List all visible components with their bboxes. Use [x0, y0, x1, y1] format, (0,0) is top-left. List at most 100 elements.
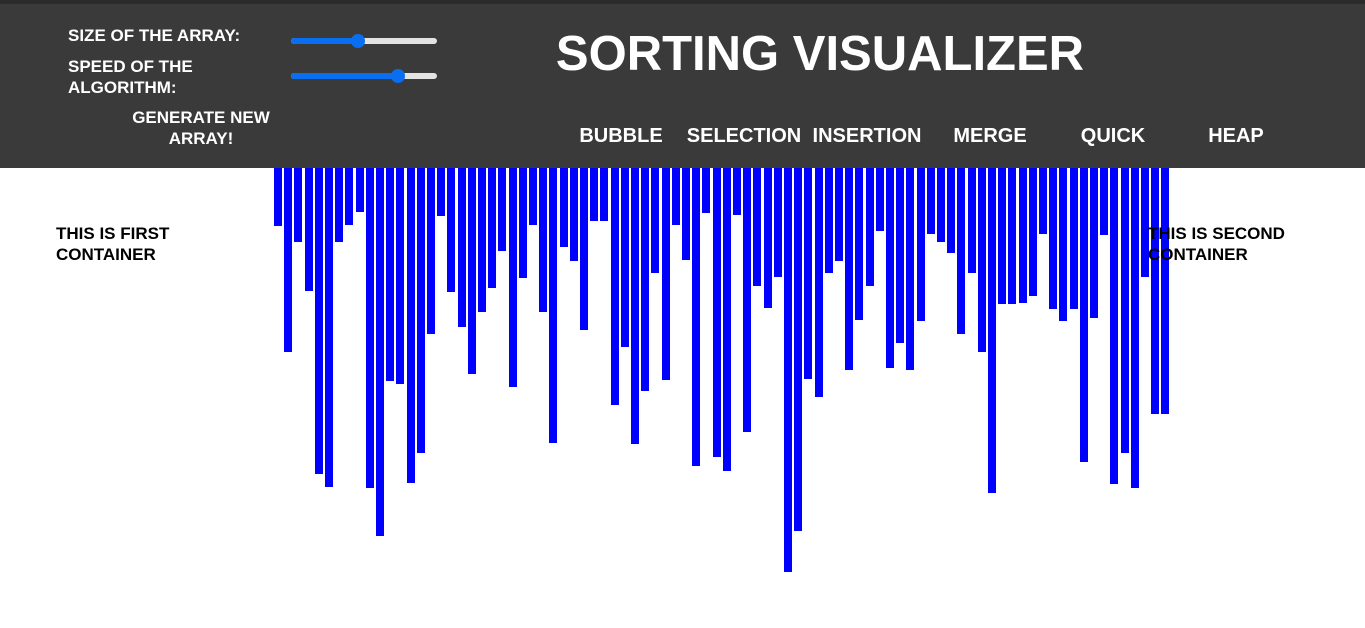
array-bar	[274, 168, 282, 226]
array-bar	[957, 168, 965, 334]
array-bar	[1100, 168, 1108, 235]
array-bar	[733, 168, 741, 215]
array-bar	[917, 168, 925, 321]
array-bar	[876, 168, 884, 231]
generate-line2: ARRAY!	[168, 129, 234, 148]
array-bar	[447, 168, 455, 292]
speed-label: SPEED OF THE ALGORITHM:	[68, 56, 193, 98]
array-bar	[335, 168, 343, 242]
array-bar	[386, 168, 394, 381]
array-bar	[1110, 168, 1118, 484]
size-slider-thumb[interactable]	[351, 34, 365, 48]
array-bar	[825, 168, 833, 273]
array-bar	[641, 168, 649, 391]
speed-label-line1: SPEED OF THE	[68, 57, 193, 76]
array-bar	[886, 168, 894, 368]
array-bar	[937, 168, 945, 242]
array-bar	[906, 168, 914, 370]
array-bar	[835, 168, 843, 261]
array-bar	[1039, 168, 1047, 234]
array-bar	[743, 168, 751, 432]
array-bar	[855, 168, 863, 320]
size-slider[interactable]	[291, 34, 437, 48]
array-bar	[407, 168, 415, 483]
speed-slider-fill	[291, 73, 398, 79]
array-bar	[539, 168, 547, 312]
heap-sort-button[interactable]: HEAP	[1176, 124, 1296, 148]
array-bar	[1070, 168, 1078, 309]
array-bar	[988, 168, 996, 493]
array-bar	[998, 168, 1006, 304]
array-bar	[713, 168, 721, 457]
array-bar	[631, 168, 639, 444]
array-bar	[753, 168, 761, 286]
array-bars	[274, 168, 1169, 572]
array-bar	[764, 168, 772, 308]
header-bar: SIZE OF THE ARRAY: SPEED OF THE ALGORITH…	[0, 4, 1365, 168]
array-bar	[519, 168, 527, 278]
second-container-line2: CONTAINER	[1148, 245, 1248, 264]
array-bar	[376, 168, 384, 536]
array-bar	[1059, 168, 1067, 321]
array-bar	[1029, 168, 1037, 296]
array-bar	[1008, 168, 1016, 304]
array-bar	[1080, 168, 1088, 462]
array-bar	[345, 168, 353, 225]
first-container-line1: THIS IS FIRST	[56, 224, 170, 243]
array-bar	[468, 168, 476, 374]
page-title: SORTING VISUALIZER	[555, 27, 1085, 81]
array-bar	[702, 168, 710, 213]
array-bar	[662, 168, 670, 380]
merge-sort-button[interactable]: MERGE	[930, 124, 1050, 148]
generate-line1: GENERATE NEW	[132, 108, 270, 127]
array-bar	[611, 168, 619, 405]
array-bar	[896, 168, 904, 343]
array-bar	[723, 168, 731, 471]
generate-array-button[interactable]: GENERATE NEW ARRAY!	[118, 107, 284, 149]
array-bar	[672, 168, 680, 225]
array-bar	[1019, 168, 1027, 303]
second-container-label: THIS IS SECOND CONTAINER	[1148, 223, 1285, 265]
array-bar	[284, 168, 292, 352]
array-bar	[325, 168, 333, 487]
array-bar	[1049, 168, 1057, 309]
array-bar	[600, 168, 608, 221]
first-container-line2: CONTAINER	[56, 245, 156, 264]
array-bar	[580, 168, 588, 330]
array-bar	[845, 168, 853, 370]
array-bar	[692, 168, 700, 466]
size-label: SIZE OF THE ARRAY:	[68, 26, 241, 45]
array-bar	[1141, 168, 1149, 277]
first-container-label: THIS IS FIRST CONTAINER	[56, 223, 169, 265]
speed-slider-thumb[interactable]	[391, 69, 405, 83]
array-bar	[804, 168, 812, 379]
array-bar	[509, 168, 517, 387]
quick-sort-button[interactable]: QUICK	[1053, 124, 1173, 148]
array-bar	[947, 168, 955, 253]
bubble-sort-button[interactable]: BUBBLE	[561, 124, 681, 148]
array-bar	[815, 168, 823, 397]
array-bar	[774, 168, 782, 277]
array-bar	[396, 168, 404, 384]
array-bar	[560, 168, 568, 247]
array-bar	[1121, 168, 1129, 453]
array-bar	[1090, 168, 1098, 318]
array-bar	[305, 168, 313, 291]
array-bar	[1161, 168, 1169, 414]
array-bar	[590, 168, 598, 221]
speed-slider[interactable]	[291, 69, 437, 83]
array-bar	[1131, 168, 1139, 488]
array-bar	[978, 168, 986, 352]
array-bar	[417, 168, 425, 453]
array-bar	[968, 168, 976, 273]
array-bar	[549, 168, 557, 443]
array-bar	[437, 168, 445, 216]
array-bar	[294, 168, 302, 242]
array-bar	[356, 168, 364, 212]
array-bar	[621, 168, 629, 347]
insertion-sort-button[interactable]: INSERTION	[807, 124, 927, 148]
selection-sort-button[interactable]: SELECTION	[684, 124, 804, 148]
array-bar	[927, 168, 935, 234]
array-bar	[315, 168, 323, 474]
array-bar	[427, 168, 435, 334]
